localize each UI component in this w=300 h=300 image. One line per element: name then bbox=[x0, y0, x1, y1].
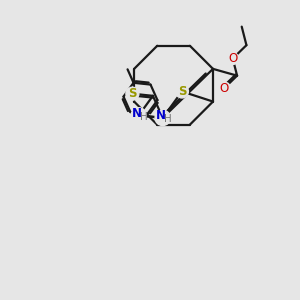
Text: N: N bbox=[132, 106, 142, 119]
Circle shape bbox=[227, 53, 239, 64]
Circle shape bbox=[219, 82, 230, 94]
Text: H: H bbox=[140, 112, 148, 122]
Text: O: O bbox=[220, 82, 229, 94]
Text: N: N bbox=[156, 109, 166, 122]
Text: S: S bbox=[128, 87, 136, 100]
Text: O: O bbox=[228, 52, 237, 65]
Circle shape bbox=[155, 110, 170, 126]
Text: H: H bbox=[164, 114, 172, 124]
Text: S: S bbox=[178, 85, 186, 98]
Circle shape bbox=[176, 85, 188, 98]
Circle shape bbox=[126, 87, 139, 100]
Circle shape bbox=[131, 108, 146, 123]
